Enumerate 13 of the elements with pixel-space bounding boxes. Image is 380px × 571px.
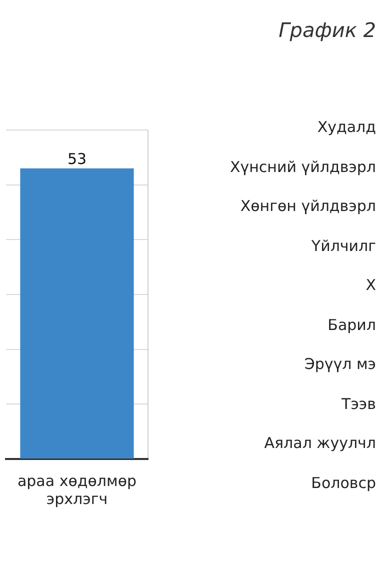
- text: Боловср: [311, 474, 376, 492]
- text: Эрүүл мэ: [304, 355, 376, 373]
- text: Худалд: [317, 118, 376, 136]
- text: Х: [366, 276, 376, 294]
- text: Хөнгөн үйлдвэрл: [240, 197, 376, 215]
- text: Хүнсний үйлдвэрл: [230, 158, 376, 176]
- text: График 2: [278, 18, 376, 42]
- text: Үйлчилг: [311, 236, 376, 254]
- text: Барил: [328, 316, 376, 334]
- text: Тээв: [342, 394, 376, 412]
- x-tick-label: араа хөдөлмөр эрхлэгч: [17, 472, 137, 508]
- data-label: 53: [67, 150, 87, 168]
- text: Аялал жуулчл: [264, 434, 376, 452]
